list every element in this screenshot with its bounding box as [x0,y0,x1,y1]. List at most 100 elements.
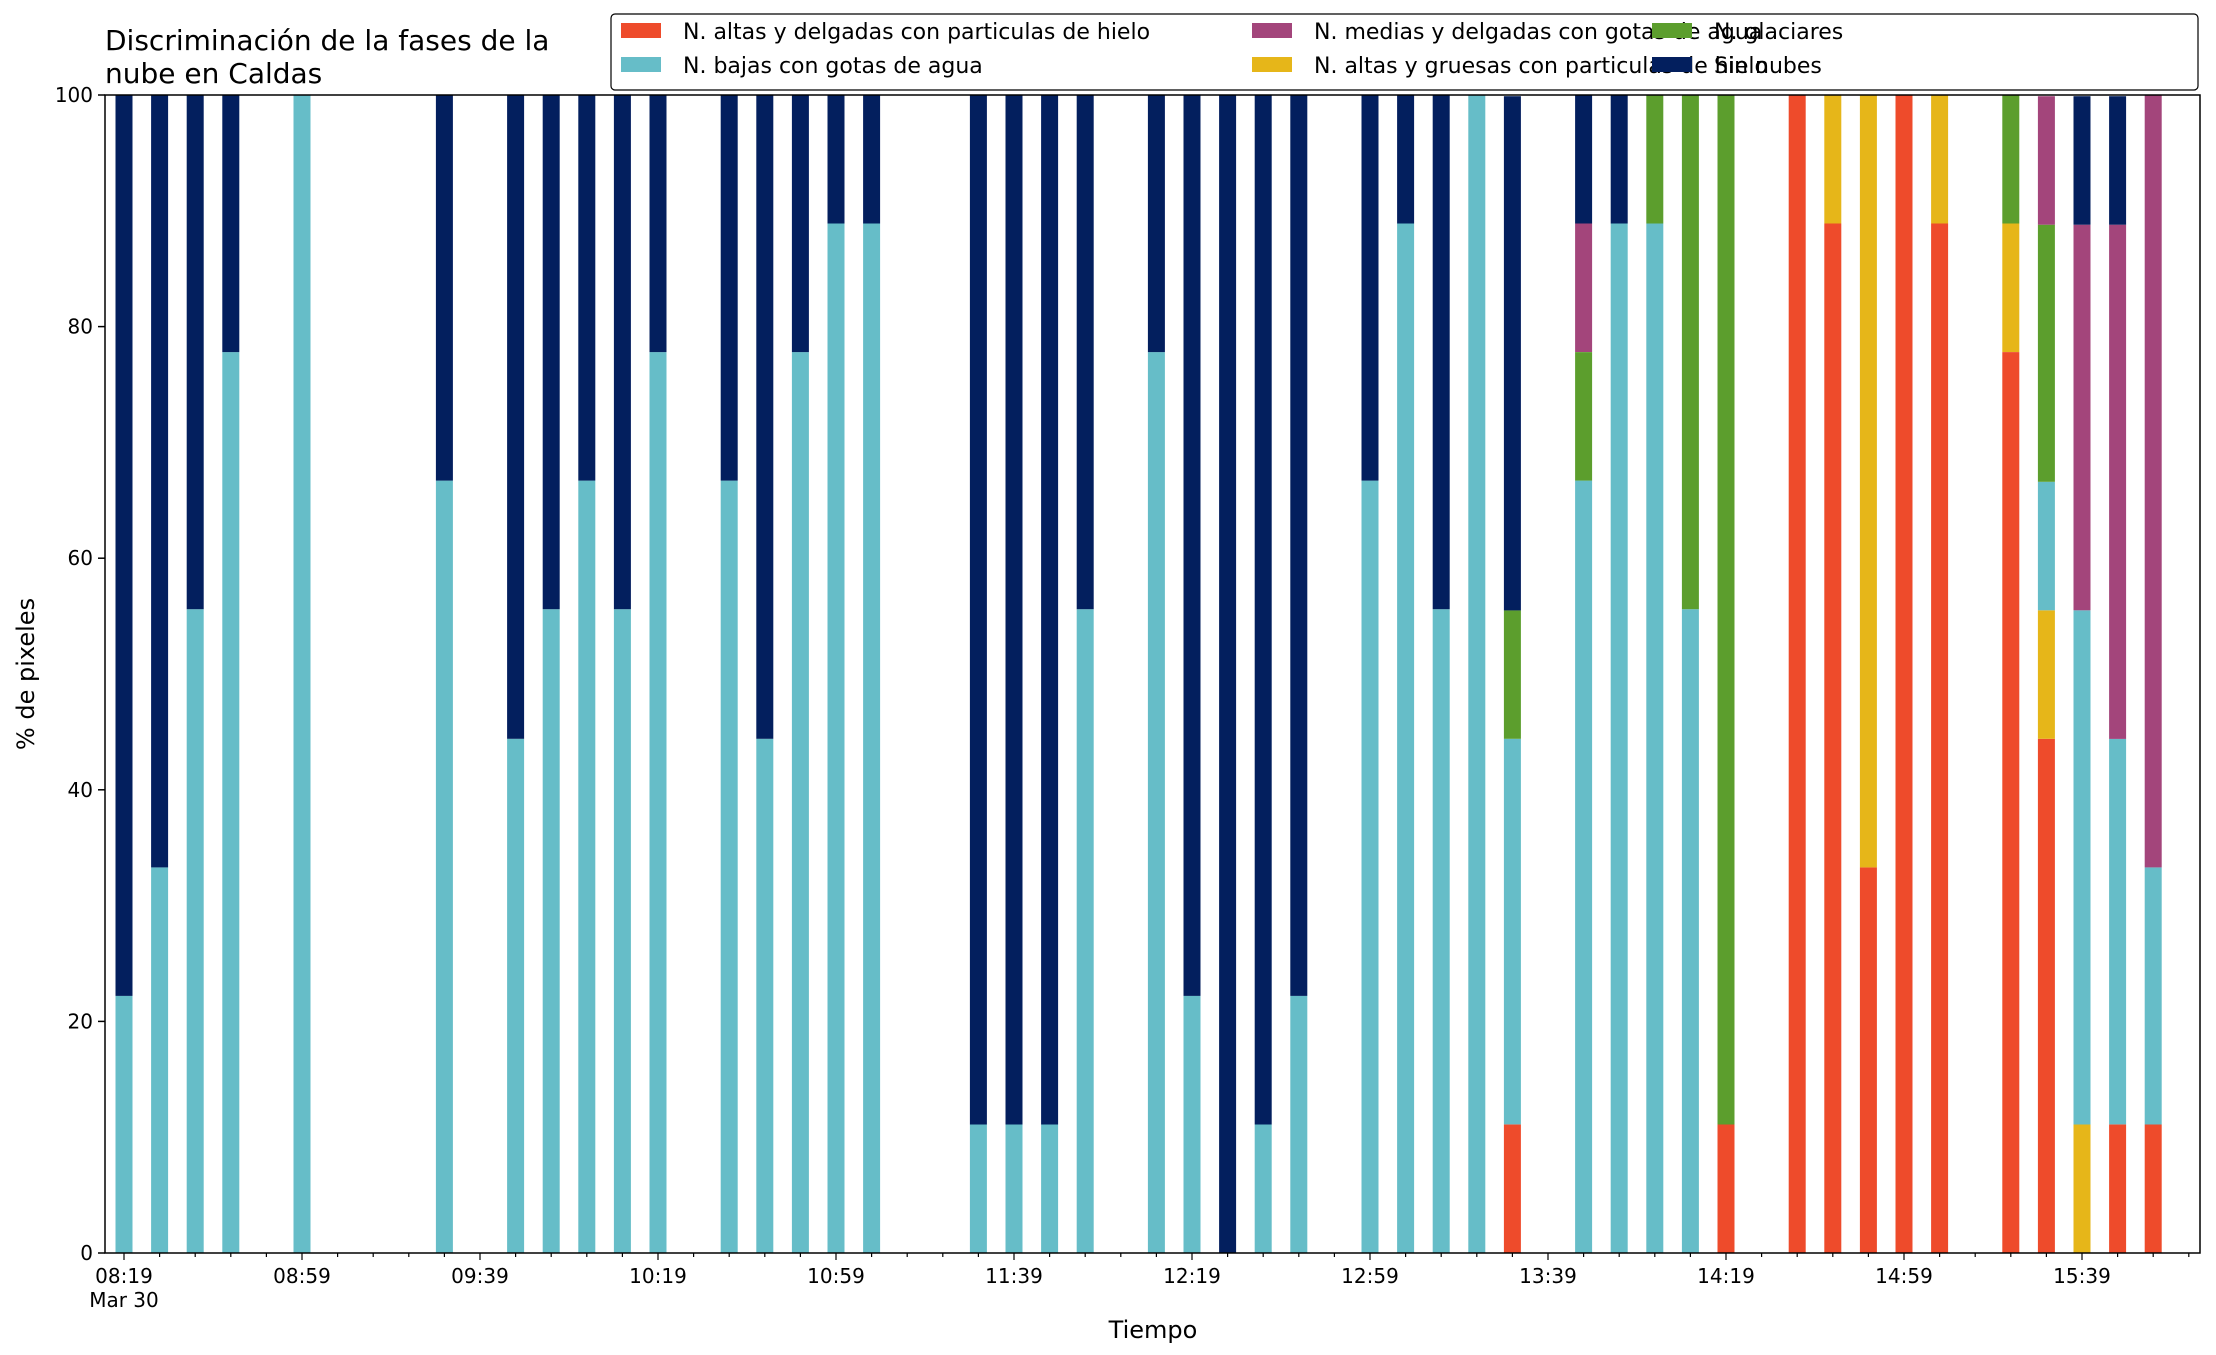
legend-swatch [1652,57,1692,72]
x-tick-label: 13:39 [1519,1264,1577,1288]
bar-segment [1646,223,1664,1253]
bar-segment [151,95,169,868]
bar-segment [1824,95,1842,224]
x-tick-label: 08:19 [95,1264,153,1288]
legend-label: N. glaciares [1714,20,1843,45]
bar-segment [1041,95,1059,1125]
bar-segment [1788,95,1806,1253]
bar-segment [2073,224,2091,611]
bar-segment [1575,480,1593,1254]
bar-segment [1575,223,1593,352]
bar-segment [435,95,453,481]
bar-segment [1290,995,1308,1253]
bars-group [115,95,2162,1254]
bar-segment [293,95,311,1253]
bar-segment [2109,738,2127,1125]
bar-segment [186,95,204,610]
bar-segment [2144,95,2162,868]
bar-segment [827,223,845,1253]
bar-segment [2002,352,2020,1254]
x-tick-sublabel: Mar 30 [89,1288,159,1312]
bar-segment [720,95,738,481]
bar-segment [222,95,240,353]
bar-segment [1503,610,1521,739]
bar-segment [1468,95,1486,1253]
y-tick-label: 20 [68,1009,93,1033]
bar-segment [542,95,560,610]
chart-title: Discriminación de la fases de la nube en … [105,24,549,90]
bar-segment [613,95,631,610]
bar-segment [1183,995,1201,1253]
bar-segment [2002,95,2020,224]
bar-segment [2073,1124,2091,1253]
legend-swatch [1252,23,1292,38]
bar-segment [2037,610,2055,739]
bar-segment [1254,95,1272,1125]
x-tick-label: 12:19 [1163,1264,1221,1288]
bar-segment [435,480,453,1254]
bar-segment [115,995,133,1253]
bar-segment [1005,95,1023,1125]
bar-segment [791,95,809,353]
x-tick-label: 10:19 [629,1264,687,1288]
bar-segment [1681,95,1699,610]
bar-segment [578,95,596,481]
bar-segment [791,352,809,1254]
legend-swatch [621,23,661,38]
bar-segment [2109,1124,2127,1253]
bar-segment [1931,223,1949,1253]
bar-segment [1859,95,1877,868]
bar-segment [1397,223,1415,1253]
bar-segment [863,223,881,1253]
bar-segment [1503,1124,1521,1253]
bar-segment [1147,352,1165,1254]
bar-segment [186,609,204,1253]
bar-segment [2037,224,2055,482]
bar-segment [1931,95,1949,224]
bar-segment [649,95,667,353]
bar-segment [1432,609,1450,1253]
bar-segment [649,352,667,1254]
legend-swatch [621,57,661,72]
bar-segment [507,738,525,1253]
x-tick-label: 11:39 [985,1264,1043,1288]
bar-segment [2109,224,2127,739]
y-tick-label: 0 [80,1241,93,1265]
legend-box [610,13,2199,91]
bar-segment [151,867,169,1253]
bar-segment [1432,95,1450,610]
legend-swatch [1652,23,1692,38]
x-tick-label: 14:59 [1875,1264,1933,1288]
legend-label: N. altas y delgadas con particulas de hi… [683,20,1150,45]
x-tick-label: 08:59 [273,1264,331,1288]
bar-segment [969,1124,987,1253]
x-tick-label: 10:59 [807,1264,865,1288]
legend-label: N. bajas con gotas de agua [683,54,983,79]
bar-segment [2144,867,2162,1125]
x-tick-label: 12:59 [1341,1264,1399,1288]
bar-segment [1895,95,1913,1253]
y-axis-label: % de pixeles [12,598,40,750]
bar-segment [2109,96,2127,225]
bar-segment [1646,95,1664,224]
y-tick-label: 100 [55,83,93,107]
legend: N. altas y delgadas con particulas de hi… [610,13,2199,91]
bar-segment [1397,95,1415,224]
bar-segment [1610,95,1628,224]
y-tick-label: 40 [68,778,93,802]
bar-segment [613,609,631,1253]
bar-segment [1575,95,1593,224]
bar-segment [1503,96,1521,611]
bar-segment [1147,95,1165,353]
bar-segment [578,480,596,1254]
bar-segment [1503,738,1521,1125]
bar-segment [756,95,774,739]
bar-segment [1361,95,1379,481]
bar-segment [1254,1124,1272,1253]
bar-segment [1361,480,1379,1254]
bar-segment [1859,867,1877,1253]
chart-title-line: nube en Caldas [105,57,322,90]
bar-segment [1717,1124,1735,1253]
